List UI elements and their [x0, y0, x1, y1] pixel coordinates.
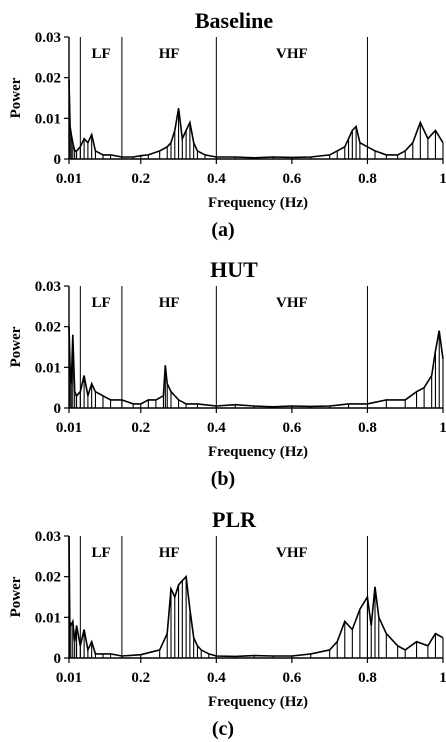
- x-tick-label: 0.2: [131, 171, 150, 187]
- y-tick-label: 0: [54, 401, 62, 417]
- x-tick-label: 0.8: [358, 420, 377, 436]
- x-tick-label: 1: [439, 420, 446, 436]
- x-tick-label: 0.01: [56, 171, 82, 187]
- x-tick-label: 0.4: [207, 171, 226, 187]
- y-tick-label: 0.02: [35, 320, 61, 336]
- x-tick-label: 0.8: [358, 670, 377, 686]
- x-tick-label: 0.6: [283, 670, 302, 686]
- y-tick-label: 0: [54, 152, 62, 168]
- x-tick-label: 0.4: [207, 670, 226, 686]
- chart-title: HUT: [210, 257, 258, 282]
- subplot-label: (b): [211, 468, 235, 490]
- chart-panel-3: PLR LF HF VHF 0 0.01 0.02 0.03 0.01 0.2 0.4 0.6 0.8 1…: [8, 507, 446, 740]
- y-tick-label: 0.03: [35, 529, 61, 545]
- x-tick-label: 0.8: [358, 171, 377, 187]
- band-label-lf: LF: [92, 295, 111, 311]
- band-label-lf: LF: [92, 46, 111, 62]
- subplot-label: (a): [211, 219, 234, 241]
- band-label-vhf: VHF: [276, 295, 308, 311]
- series-line: [68, 326, 444, 408]
- series-line: [68, 535, 444, 658]
- x-tick-label: 0.01: [56, 420, 82, 436]
- y-axis-label: Power: [8, 326, 24, 367]
- x-tick-label: 0.2: [131, 670, 150, 686]
- band-label-hf: HF: [159, 295, 180, 311]
- y-tick-label: 0.03: [35, 279, 61, 295]
- y-axis-label: Power: [8, 77, 24, 118]
- band-label-hf: HF: [159, 545, 180, 561]
- band-label-hf: HF: [159, 46, 180, 62]
- chart-panel-1: Baseline LF HF VHF 0 0.01 0.02 0.03 0.01 0.2 0.4 0.…: [8, 8, 446, 241]
- y-tick-label: 0.03: [35, 30, 61, 46]
- x-tick-label: 0.2: [131, 420, 150, 436]
- x-tick-label: 0.6: [283, 171, 302, 187]
- x-axis-label: Frequency (Hz): [208, 444, 308, 460]
- x-tick-label: 1: [439, 670, 446, 686]
- x-tick-label: 0.01: [56, 670, 82, 686]
- y-tick-label: 0.01: [35, 111, 61, 127]
- subplot-label: (c): [212, 718, 234, 740]
- chart-panel-2: HUT LF HF VHF 0 0.01 0.02 0.03 0.01 0.2 0.4 0.6 0.8 1…: [8, 257, 446, 490]
- y-axis-label: Power: [8, 576, 24, 617]
- x-tick-label: 0.4: [207, 420, 226, 436]
- chart-title: PLR: [212, 507, 257, 532]
- x-axis-label: Frequency (Hz): [208, 694, 308, 710]
- series-line: [68, 79, 444, 159]
- y-tick-label: 0.01: [35, 360, 61, 376]
- x-tick-label: 0.6: [283, 420, 302, 436]
- band-label-lf: LF: [92, 545, 111, 561]
- y-tick-label: 0.01: [35, 610, 61, 626]
- y-tick-label: 0: [54, 651, 62, 667]
- x-axis-label: Frequency (Hz): [208, 195, 308, 211]
- y-tick-label: 0.02: [35, 71, 61, 87]
- y-tick-label: 0.02: [35, 570, 61, 586]
- x-tick-label: 1: [439, 171, 446, 187]
- band-label-vhf: VHF: [276, 545, 308, 561]
- chart-title: Baseline: [195, 8, 273, 33]
- band-label-vhf: VHF: [276, 46, 308, 62]
